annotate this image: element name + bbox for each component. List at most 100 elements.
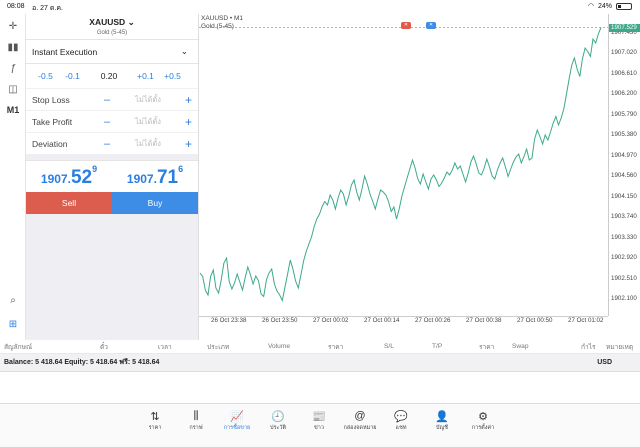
sell-button[interactable]: Sell bbox=[26, 192, 112, 214]
balance-currency: USD bbox=[597, 359, 612, 366]
tab-settings[interactable]: ⚙ การตั้งค่า bbox=[465, 410, 501, 432]
buy-marker[interactable]: ✕ bbox=[426, 22, 436, 29]
column-header[interactable]: T/P bbox=[432, 343, 443, 350]
column-header[interactable]: กำไร bbox=[581, 344, 596, 351]
bid-price-big: 52 bbox=[70, 167, 93, 188]
sell-marker[interactable]: ✕ bbox=[401, 22, 411, 29]
new-order-icon[interactable]: ⊞ bbox=[8, 318, 18, 330]
column-header[interactable]: Swap bbox=[512, 343, 529, 350]
function-icon[interactable]: ƒ bbox=[10, 62, 16, 74]
execution-select[interactable]: Instant Execution ⌄ bbox=[26, 40, 198, 64]
deviation-minus-button[interactable]: – bbox=[104, 137, 111, 150]
stop-loss-plus-button[interactable]: + bbox=[184, 92, 192, 107]
tab-label: ราคา bbox=[148, 425, 162, 431]
deviation-input[interactable]: ไม่ได้ตั้ง bbox=[135, 138, 161, 148]
volume-input[interactable]: 0.20 bbox=[100, 71, 118, 81]
price-chart[interactable]: XAUUSD • M1 Gold (5-45) ✕ ✕ 1907.430 1907… bbox=[199, 14, 640, 340]
symbol-title: XAUUSD ⌄ bbox=[26, 14, 198, 28]
symbol-name: XAUUSD bbox=[89, 17, 126, 27]
ask-price-main: 1907. bbox=[126, 172, 157, 186]
candlestick-icon: ⫼ bbox=[193, 410, 199, 422]
take-profit-plus-button[interactable]: + bbox=[184, 114, 192, 129]
column-header[interactable]: ตั๋ว bbox=[100, 344, 108, 351]
x-axis-line bbox=[199, 316, 608, 317]
status-time: 08:08 bbox=[7, 3, 25, 10]
status-bar: 08:08 อ. 27 ต.ค. ◠ 24% bbox=[0, 0, 640, 14]
x-tick-label: 27 Oct 00:02 bbox=[313, 317, 349, 324]
column-header[interactable]: ราคา bbox=[328, 344, 344, 351]
tab-charts[interactable]: ⫼ กราฟ bbox=[178, 410, 214, 432]
volume-dec-big-button[interactable]: -0.5 bbox=[38, 71, 53, 81]
arrows-icon: ⇅ bbox=[150, 411, 160, 423]
tab-label: การตั้งค่า bbox=[471, 425, 495, 431]
tab-label: ข่าว bbox=[314, 425, 324, 431]
tab-label: ประวัติ bbox=[269, 425, 287, 431]
column-header[interactable]: หมายเหตุ bbox=[606, 344, 634, 351]
tab-label: บัญชี bbox=[436, 425, 448, 431]
status-right: ◠ 24% bbox=[588, 2, 632, 10]
chevron-down-icon: ⌄ bbox=[127, 17, 135, 27]
tab-chat[interactable]: 💬 แชท bbox=[383, 410, 419, 432]
buy-button[interactable]: Buy bbox=[112, 192, 198, 214]
symbol-header[interactable]: XAUUSD ⌄ Gold (5-45) bbox=[26, 14, 198, 40]
take-profit-row: Take Profit – ไม่ได้ตั้ง + bbox=[26, 110, 198, 132]
chevron-down-icon: ⌄ bbox=[180, 46, 188, 56]
battery-level bbox=[618, 4, 621, 8]
deviation-row: Deviation – ไม่ได้ตั้ง + bbox=[26, 132, 198, 154]
order-panel: XAUUSD ⌄ Gold (5-45) Instant Execution ⌄… bbox=[26, 14, 199, 340]
volume-dec-small-button[interactable]: -0.1 bbox=[65, 71, 80, 81]
symbol-description: Gold (5-45) bbox=[96, 30, 128, 36]
column-header[interactable]: Volume bbox=[268, 343, 290, 350]
tab-trade[interactable]: 📈 การซื้อขาย bbox=[219, 410, 255, 432]
deviation-label: Deviation bbox=[32, 138, 68, 149]
objects-icon[interactable]: ◫ bbox=[8, 83, 18, 95]
ask-price-sup: 6 bbox=[178, 164, 184, 174]
column-header[interactable]: ราคา bbox=[479, 344, 495, 351]
tab-mailbox[interactable]: @ กล่องจดหมาย bbox=[342, 410, 378, 432]
y-tick-label: 1904.560 bbox=[611, 172, 637, 179]
y-axis: 1907.430 1907.020 1906.610 1906.200 1905.790… bbox=[608, 14, 640, 316]
volume-inc-big-button[interactable]: +0.5 bbox=[164, 71, 181, 81]
timeframe-button[interactable]: M1 bbox=[6, 105, 20, 115]
y-tick-label: 1903.740 bbox=[611, 213, 637, 220]
column-header[interactable]: ประเภท bbox=[207, 344, 230, 351]
candlestick-icon[interactable]: ▮▮ bbox=[7, 41, 19, 53]
trade-table-header: สัญลักษณ์ ตั๋ว เวลา ประเภท Volume ราคา S/L T/P ร… bbox=[0, 340, 640, 354]
chart-label: XAUUSD • M1 Gold (5-45) bbox=[201, 15, 243, 31]
wifi-icon: ◠ bbox=[587, 3, 594, 10]
crosshair-icon[interactable]: ✛ bbox=[8, 20, 18, 32]
volume-inc-small-button[interactable]: +0.1 bbox=[137, 71, 154, 81]
ask-price: 1907.716 bbox=[112, 161, 198, 192]
column-header[interactable]: สัญลักษณ์ bbox=[4, 344, 33, 351]
take-profit-minus-button[interactable]: – bbox=[104, 115, 111, 128]
stop-loss-minus-button[interactable]: – bbox=[104, 93, 111, 106]
deviation-plus-button[interactable]: + bbox=[184, 136, 192, 151]
take-profit-input[interactable]: ไม่ได้ตั้ง bbox=[135, 116, 161, 126]
current-price-badge: 1907.529 bbox=[609, 23, 640, 32]
y-tick-label: 1902.510 bbox=[611, 274, 637, 282]
x-tick-label: 27 Oct 01:02 bbox=[568, 317, 604, 324]
y-tick-label: 1903.330 bbox=[611, 233, 637, 241]
tab-account[interactable]: 👤 บัญชี bbox=[424, 410, 460, 432]
chart-toolbar: ✛ ▮▮ ƒ ◫ M1 ⌕ ⊞ bbox=[0, 14, 26, 340]
gear-icon: ⚙ bbox=[478, 411, 488, 423]
y-tick-label: 1906.200 bbox=[611, 90, 637, 97]
battery-percent: 24% bbox=[597, 2, 612, 10]
column-header[interactable]: S/L bbox=[384, 343, 394, 350]
y-tick-label: 1902.100 bbox=[611, 295, 637, 302]
tab-history[interactable]: 🕘 ประวัติ bbox=[260, 410, 296, 432]
y-tick-label: 1904.970 bbox=[611, 151, 637, 159]
y-tick-label: 1907.430 bbox=[611, 28, 637, 36]
y-tick-label: 1906.610 bbox=[611, 69, 637, 77]
stop-loss-input[interactable]: ไม่ได้ตั้ง bbox=[135, 94, 161, 104]
tab-news[interactable]: 📰 ข่าว bbox=[301, 410, 337, 432]
ask-price-big: 71 bbox=[156, 167, 179, 188]
column-header[interactable]: เวลา bbox=[158, 344, 172, 351]
x-tick-label: 27 Oct 00:14 bbox=[364, 317, 400, 324]
balance-text: Balance: 5 418.64 Equity: 5 418.64 ฟรี: … bbox=[4, 359, 160, 366]
tab-quotes[interactable]: ⇅ ราคา bbox=[137, 410, 173, 432]
bottom-tab-bar: ⇅ ราคา ⫼ กราฟ 📈 การซื้อขาย 🕘 ประวัติ 📰 ข่าว @ กล่อง… bbox=[0, 403, 640, 447]
zoom-icon[interactable]: ⌕ bbox=[10, 294, 16, 306]
bid-price: 1907.529 bbox=[26, 161, 112, 192]
x-tick-label: 27 Oct 00:38 bbox=[466, 317, 502, 324]
